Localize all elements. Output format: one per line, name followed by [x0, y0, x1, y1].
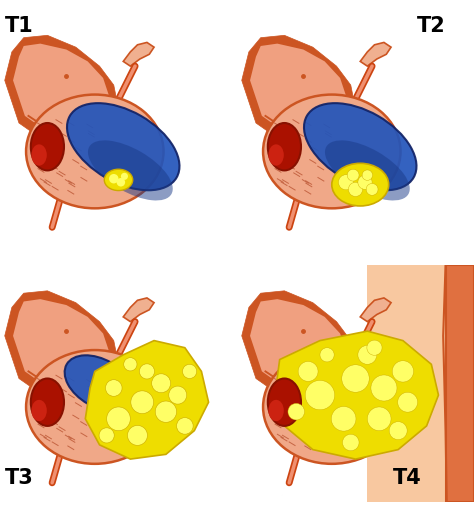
- Circle shape: [392, 361, 413, 382]
- Ellipse shape: [332, 164, 389, 206]
- Circle shape: [128, 426, 147, 446]
- Circle shape: [358, 175, 372, 190]
- Polygon shape: [275, 331, 438, 459]
- Circle shape: [347, 169, 359, 181]
- Polygon shape: [13, 299, 110, 393]
- Polygon shape: [242, 35, 356, 147]
- Ellipse shape: [263, 95, 401, 208]
- Polygon shape: [250, 43, 347, 137]
- Ellipse shape: [67, 103, 180, 190]
- Circle shape: [367, 407, 391, 431]
- Circle shape: [358, 345, 377, 364]
- Circle shape: [107, 407, 130, 431]
- Circle shape: [298, 361, 318, 381]
- Text: T3: T3: [5, 468, 33, 488]
- Ellipse shape: [268, 400, 284, 421]
- Circle shape: [117, 178, 125, 187]
- Ellipse shape: [64, 355, 135, 411]
- Circle shape: [371, 375, 397, 401]
- Circle shape: [176, 417, 193, 434]
- Circle shape: [155, 401, 176, 423]
- Circle shape: [320, 347, 334, 362]
- Ellipse shape: [104, 169, 133, 191]
- Ellipse shape: [26, 95, 164, 208]
- Ellipse shape: [31, 400, 47, 421]
- Ellipse shape: [31, 123, 64, 170]
- Polygon shape: [360, 42, 391, 66]
- Circle shape: [389, 422, 407, 439]
- Circle shape: [348, 182, 363, 197]
- Circle shape: [367, 340, 382, 355]
- Polygon shape: [13, 43, 110, 137]
- Polygon shape: [123, 298, 154, 321]
- Ellipse shape: [268, 144, 284, 166]
- Polygon shape: [123, 42, 154, 66]
- Text: T1: T1: [5, 16, 33, 36]
- Circle shape: [139, 364, 155, 379]
- Ellipse shape: [31, 379, 64, 426]
- Ellipse shape: [263, 350, 401, 464]
- Text: T4: T4: [393, 468, 422, 488]
- Ellipse shape: [31, 144, 47, 166]
- Circle shape: [305, 380, 335, 410]
- Circle shape: [109, 174, 118, 183]
- Circle shape: [121, 173, 128, 180]
- Circle shape: [99, 428, 114, 443]
- Ellipse shape: [26, 350, 164, 464]
- Circle shape: [288, 403, 304, 420]
- Text: T2: T2: [417, 16, 446, 36]
- Ellipse shape: [304, 103, 417, 190]
- Polygon shape: [5, 291, 118, 402]
- Circle shape: [105, 380, 122, 397]
- Circle shape: [338, 175, 354, 190]
- Circle shape: [169, 386, 187, 404]
- Polygon shape: [85, 341, 209, 459]
- Circle shape: [362, 170, 373, 180]
- Polygon shape: [5, 35, 118, 147]
- Circle shape: [366, 183, 378, 195]
- Circle shape: [342, 434, 359, 451]
- Polygon shape: [242, 291, 356, 402]
- Ellipse shape: [325, 141, 410, 200]
- Ellipse shape: [88, 141, 173, 200]
- Circle shape: [131, 391, 154, 413]
- Circle shape: [342, 365, 369, 392]
- Polygon shape: [360, 298, 391, 321]
- Ellipse shape: [268, 123, 301, 170]
- Circle shape: [152, 374, 171, 393]
- Circle shape: [124, 358, 137, 371]
- Polygon shape: [446, 265, 474, 502]
- Polygon shape: [367, 265, 474, 502]
- Circle shape: [398, 392, 418, 412]
- Circle shape: [182, 364, 197, 379]
- Polygon shape: [250, 299, 347, 393]
- Ellipse shape: [268, 379, 301, 426]
- Circle shape: [331, 406, 356, 431]
